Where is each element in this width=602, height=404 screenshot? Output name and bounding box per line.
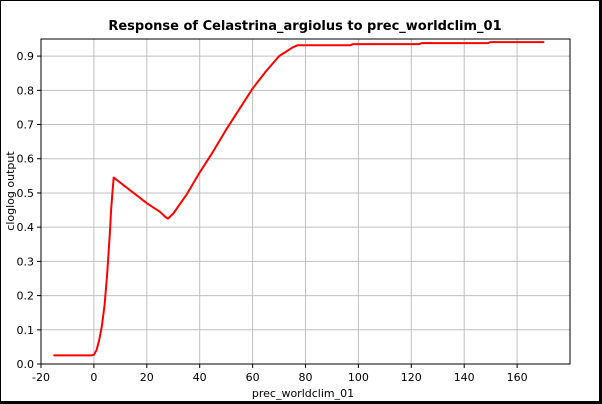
x-tick-label: 100 bbox=[348, 371, 369, 384]
y-axis-label: cloglog output bbox=[4, 151, 17, 231]
frame-edge-bottom bbox=[0, 401, 602, 404]
grid bbox=[40, 39, 570, 365]
y-tick-label: 0.9 bbox=[17, 50, 35, 63]
y-tick-label: 0.0 bbox=[17, 358, 35, 371]
x-axis-label: prec_worldclim_01 bbox=[252, 387, 354, 400]
y-tick-label: 0.1 bbox=[17, 324, 35, 337]
x-tick-label: 120 bbox=[401, 371, 422, 384]
x-tick-label: -20 bbox=[32, 371, 50, 384]
y-tick-label: 0.2 bbox=[17, 290, 35, 303]
x-tick-label: 160 bbox=[507, 371, 528, 384]
response-curve bbox=[53, 41, 545, 357]
x-tick-label: 40 bbox=[193, 371, 207, 384]
x-tick-label: 140 bbox=[454, 371, 475, 384]
x-tick-label: 20 bbox=[140, 371, 154, 384]
y-tick-label: 0.7 bbox=[17, 119, 35, 132]
y-tick-label: 0.4 bbox=[17, 221, 35, 234]
x-tick-label: 80 bbox=[299, 371, 313, 384]
chart-title: Response of Celastrina_argiolus to prec_… bbox=[108, 19, 501, 34]
x-tick-label: 60 bbox=[246, 371, 260, 384]
frame-edge-right bbox=[599, 0, 602, 404]
y-tick-label: 0.6 bbox=[17, 153, 35, 166]
y-tick-label: 0.5 bbox=[17, 187, 35, 200]
ticks: -20 0 20 40 60 80 100 120 140 160 0.0 0.1 0.2 0.3 0.4 0… bbox=[17, 50, 528, 384]
x-tick-label: 0 bbox=[90, 371, 97, 384]
y-tick-label: 0.3 bbox=[17, 255, 35, 268]
series-layer bbox=[53, 41, 545, 357]
y-tick-label: 0.8 bbox=[17, 84, 35, 97]
